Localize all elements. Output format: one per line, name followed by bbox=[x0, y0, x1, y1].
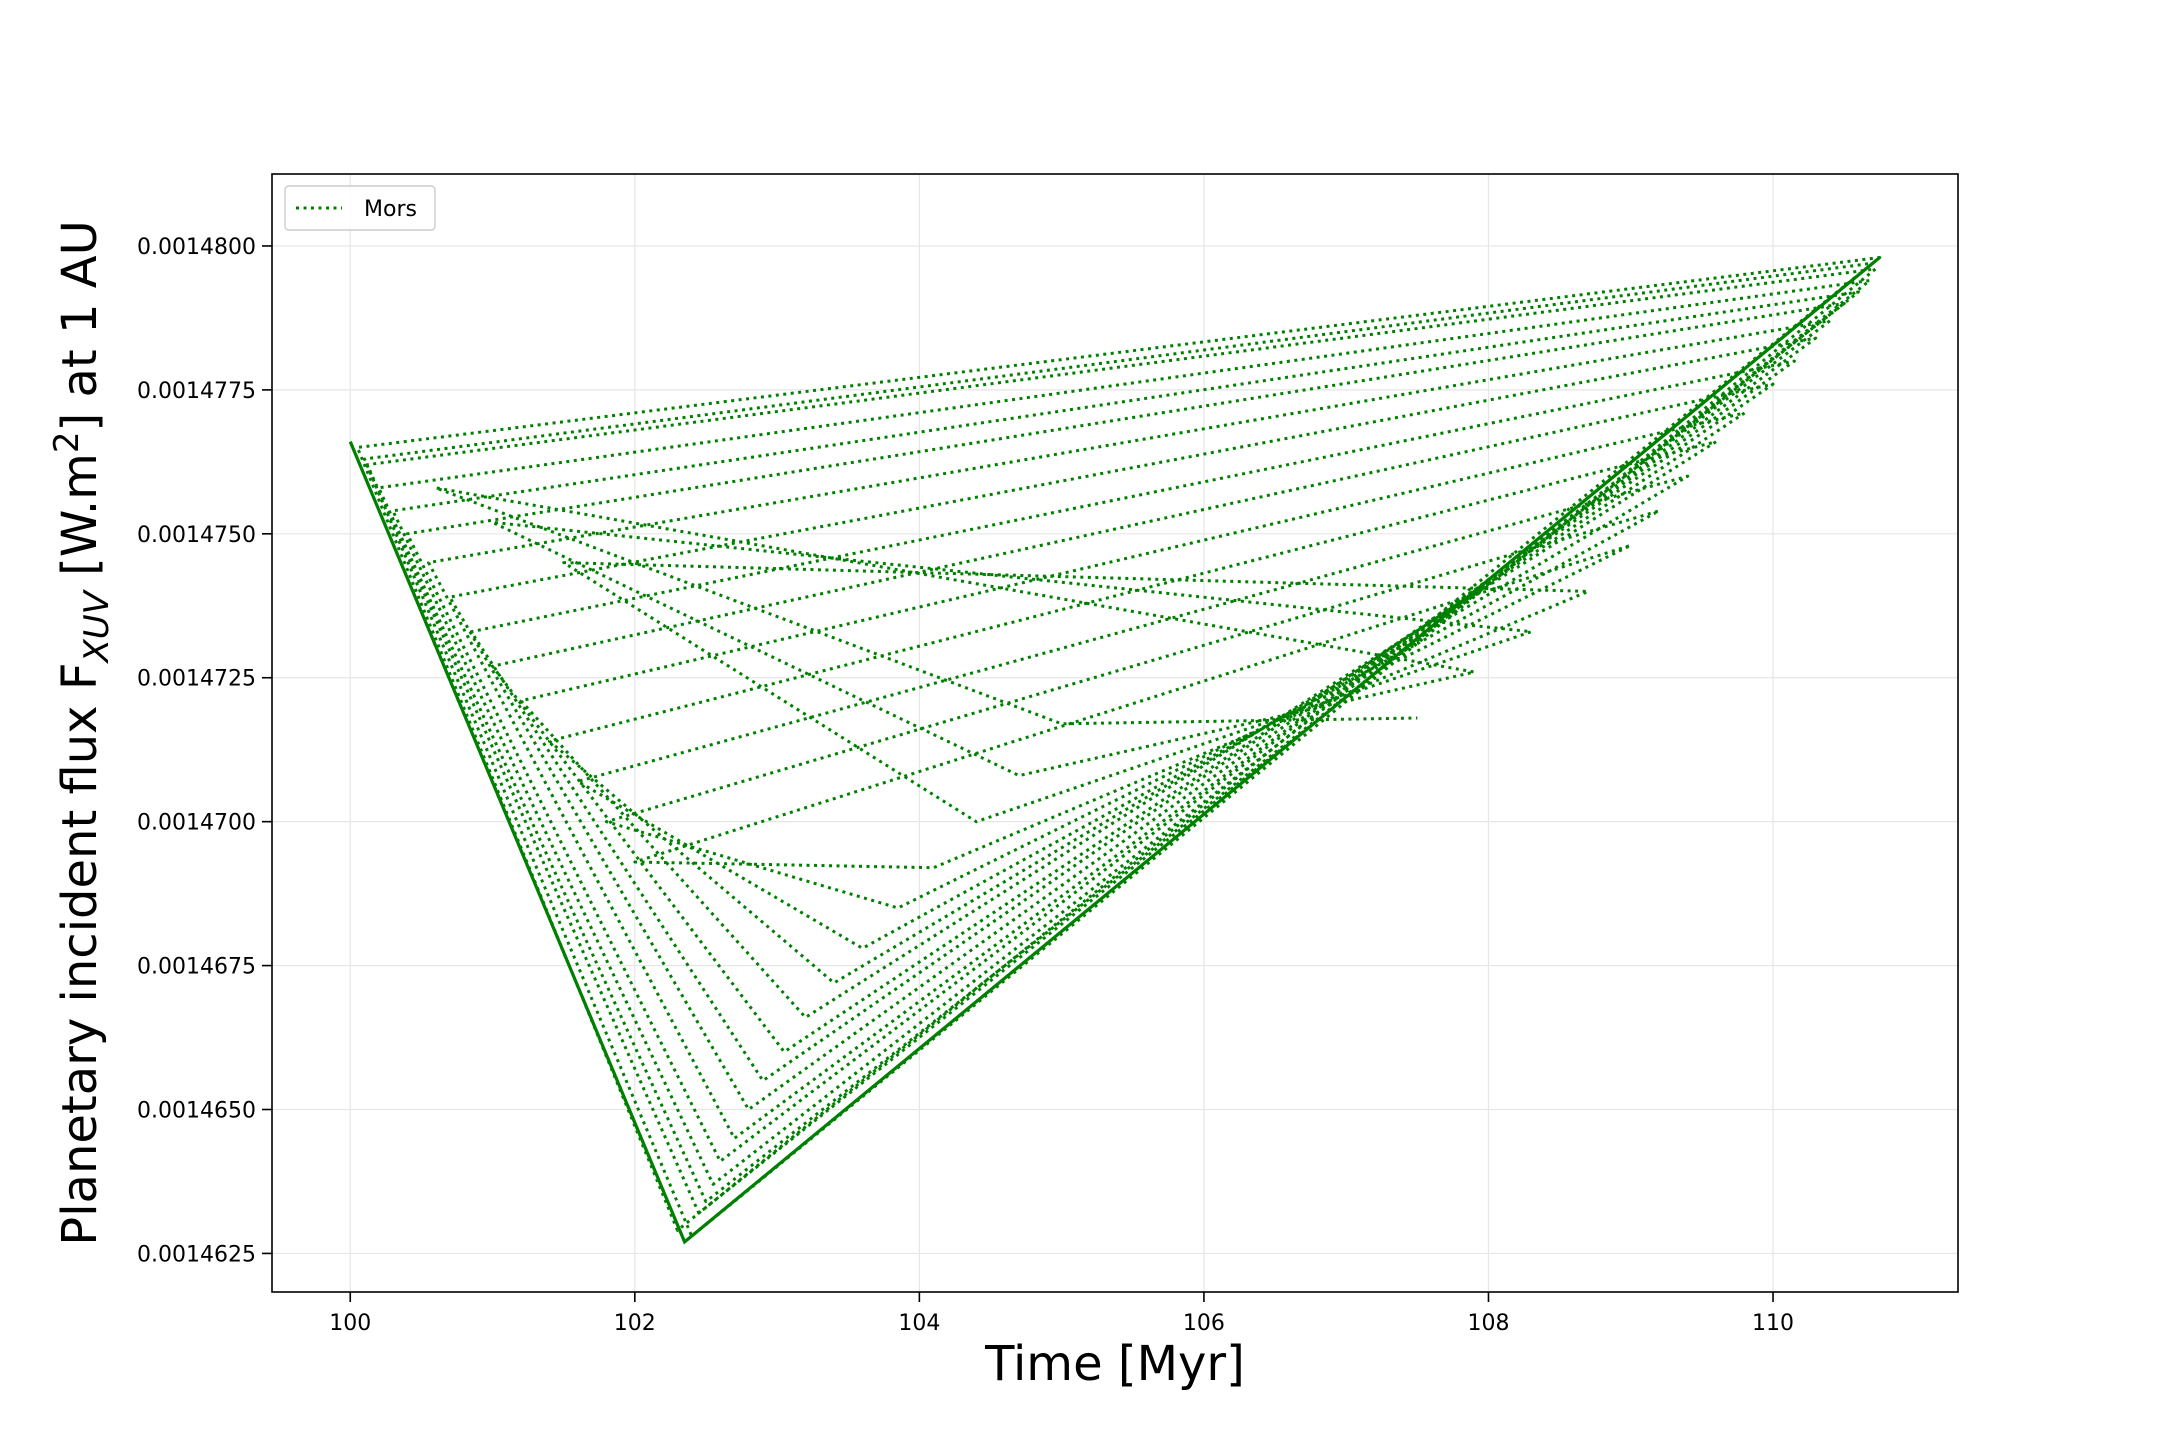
x-tick-label: 110 bbox=[1752, 1311, 1794, 1336]
x-axis-label: Time [Myr] bbox=[984, 1336, 1245, 1392]
y-tick-label: 0.0014625 bbox=[137, 1242, 256, 1267]
y-tick-label: 0.0014750 bbox=[137, 523, 256, 548]
grid bbox=[272, 174, 1958, 1292]
x-tick-label: 106 bbox=[1183, 1311, 1225, 1336]
y-axis-label-unit-open: [W.m bbox=[52, 453, 108, 591]
legend-label: Mors bbox=[364, 197, 417, 222]
plot-frame bbox=[271, 173, 1959, 1293]
series-layer bbox=[348, 256, 1882, 1245]
y-tick-label: 0.0014800 bbox=[137, 235, 256, 260]
series-mors bbox=[348, 256, 1882, 1245]
y-axis: 0.0014625 0.0014650 0.0014675 0.0014700 0.00… bbox=[137, 235, 272, 1267]
series-mors-line bbox=[348, 256, 1882, 1244]
x-tick-label: 104 bbox=[898, 1311, 940, 1336]
y-axis-label-superscript: 2 bbox=[47, 432, 87, 454]
series-mors-envelope bbox=[348, 256, 1881, 1245]
x-axis: 100 102 104 106 108 110 bbox=[329, 1292, 1794, 1336]
y-axis-label-subscript: XUV bbox=[77, 588, 117, 664]
y-tick-label: 0.0014725 bbox=[137, 667, 256, 692]
x-tick-label: 100 bbox=[329, 1311, 371, 1336]
legend-box bbox=[284, 185, 436, 231]
y-axis-label-prefix: Planetary incident flux F bbox=[52, 663, 108, 1246]
y-tick-label: 0.0014650 bbox=[137, 1099, 256, 1124]
x-tick-label: 108 bbox=[1467, 1311, 1509, 1336]
y-tick-label: 0.0014700 bbox=[137, 811, 256, 836]
y-tick-label: 0.0014775 bbox=[137, 379, 256, 404]
x-tick-label: 102 bbox=[614, 1311, 656, 1336]
y-axis-label: Planetary incident flux FXUV [W.m2] at 1… bbox=[47, 220, 117, 1245]
y-axis-label-suffix: ] at 1 AU bbox=[52, 220, 108, 431]
y-tick-label: 0.0014675 bbox=[137, 955, 256, 980]
legend: Mors bbox=[284, 185, 436, 231]
